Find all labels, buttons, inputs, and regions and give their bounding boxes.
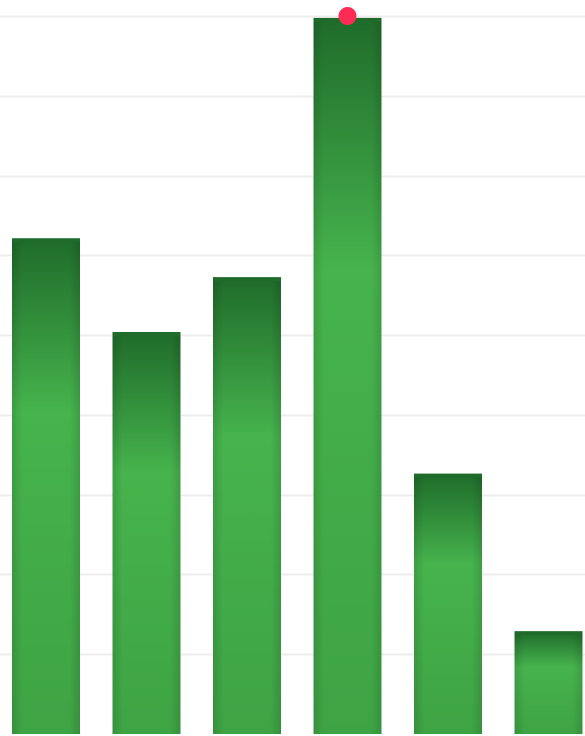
bar-edge-4: [414, 473, 482, 734]
bar-edge-5: [514, 631, 583, 734]
bar-edge-1: [112, 332, 181, 734]
bar-2: [213, 277, 281, 734]
bar-cap-4: [414, 473, 482, 478]
bar-cap-2: [213, 277, 281, 282]
bar-cap-1: [112, 332, 181, 337]
bars: [12, 17, 583, 735]
bar-edge-3: [313, 17, 382, 734]
gridlines: [0, 15, 585, 656]
bar-4: [414, 473, 482, 734]
bar-edge-0: [12, 238, 80, 735]
markers: [338, 6, 357, 25]
bar-5: [514, 631, 583, 734]
bar-cap-5: [514, 631, 583, 636]
bar-1: [112, 332, 181, 734]
bar-0: [12, 238, 80, 735]
bar-edge-2: [213, 277, 281, 734]
highlight-point: [338, 6, 357, 25]
bar-3: [313, 17, 382, 734]
bar-cap-0: [12, 238, 80, 243]
